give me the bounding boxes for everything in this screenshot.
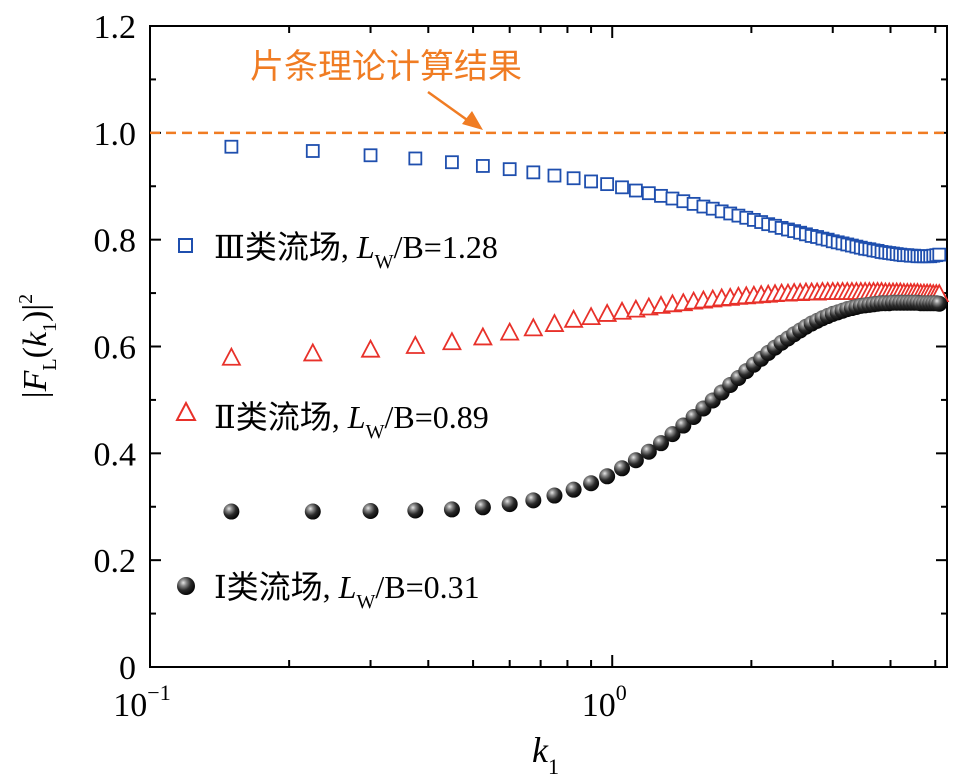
data-marks: [221, 139, 950, 520]
legend-var: L: [338, 569, 357, 605]
y-tick-label: 0.8: [94, 223, 137, 260]
legend-entry-type1: Ⅰ类流场, LW/B=0.31: [177, 569, 480, 613]
legend: Ⅲ类流场, LW/B=1.28 Ⅱ类流场, LW/B=0.89 Ⅰ类流场, LW…: [175, 229, 498, 613]
data-point-sphere: [664, 426, 681, 443]
svg-text:|FL(k1)|2: |FL(k1)|2: [15, 294, 61, 398]
data-point-triangle: [625, 298, 646, 318]
x-axis-sub: 1: [548, 754, 559, 779]
legend-prefix: Ⅰ类流场,: [214, 569, 339, 605]
data-point-sphere: [304, 503, 321, 520]
data-point-square: [363, 148, 378, 163]
data-point-square: [445, 155, 459, 170]
data-point-square: [502, 162, 517, 177]
x-axis-label: k1: [532, 730, 559, 779]
data-point-triangle: [523, 317, 544, 337]
legend-sub: W: [375, 251, 394, 273]
data-point-sphere: [223, 503, 240, 520]
legend-rest: /B=0.89: [384, 399, 488, 435]
legend-label-type1: Ⅰ类流场, LW/B=0.31: [214, 569, 480, 613]
data-point-square: [224, 139, 239, 154]
y-tick-label: 1.0: [94, 116, 137, 153]
data-point-triangle: [499, 321, 520, 341]
legend-label-type3: Ⅲ类流场, LW/B=1.28: [214, 229, 498, 273]
legend-sub: W: [356, 591, 375, 613]
series-sphere: [223, 294, 948, 520]
series-triangle: [221, 281, 950, 366]
data-point-square: [641, 186, 656, 201]
legend-entry-type2: Ⅱ类流场, LW/B=0.89: [175, 399, 489, 443]
legend-marker-triangle: [175, 400, 197, 421]
data-point-sphere: [565, 481, 582, 498]
data-point-square: [584, 174, 598, 189]
reference-arrowhead: [462, 111, 483, 130]
data-point-sphere: [474, 499, 491, 516]
reference-line-group: 片条理论计算结果: [150, 47, 947, 135]
data-point-sphere: [640, 443, 657, 460]
data-point-square: [600, 177, 615, 192]
x-tick-labels: 10−1 100: [113, 680, 626, 724]
data-point-square: [654, 188, 668, 203]
data-point-triangle: [441, 331, 462, 351]
data-point-square: [547, 168, 562, 183]
data-point-sphere: [931, 295, 948, 312]
y-axis-label: |FL(k1)|2: [15, 294, 61, 398]
data-point-triangle: [597, 302, 618, 322]
data-point-sphere: [583, 475, 600, 492]
data-point-sphere: [443, 501, 460, 518]
data-point-square: [932, 247, 947, 262]
data-point-square: [526, 165, 541, 180]
y-tick-labels: 0 0.2 0.4 0.6 0.8 1.0 1.2: [94, 9, 137, 687]
data-point-triangle: [221, 346, 242, 366]
series-square: [224, 139, 947, 264]
reference-arrow: [427, 90, 471, 124]
x-axis-var: k: [532, 730, 549, 770]
legend-marker-sphere: [177, 577, 195, 595]
y-tick-label: 0.6: [94, 330, 137, 367]
data-point-square: [305, 144, 320, 158]
data-point-square: [408, 151, 423, 166]
data-point-triangle: [472, 326, 493, 346]
data-point-triangle: [302, 342, 323, 362]
data-point-square: [615, 180, 629, 195]
data-point-sphere: [627, 452, 644, 469]
data-point-sphere: [652, 435, 669, 452]
y-tick-label: 0: [119, 650, 136, 687]
legend-rest: /B=0.31: [375, 569, 479, 605]
data-point-sphere: [599, 468, 616, 485]
data-point-triangle: [544, 313, 565, 332]
data-point-square: [475, 159, 490, 173]
data-point-triangle: [405, 335, 426, 354]
data-point-sphere: [546, 487, 563, 504]
legend-prefix: Ⅲ类流场,: [214, 229, 357, 265]
legend-entry-type3: Ⅲ类流场, LW/B=1.28: [178, 229, 498, 273]
data-point-triangle: [581, 306, 602, 326]
data-point-square: [628, 183, 643, 198]
legend-var: L: [347, 399, 366, 435]
reference-line-label: 片条理论计算结果: [250, 47, 522, 87]
data-point-triangle: [563, 308, 584, 328]
data-point-sphere: [525, 492, 542, 509]
x-tick-label: 100: [582, 680, 627, 724]
data-point-sphere: [614, 460, 631, 477]
data-point-triangle: [360, 338, 381, 358]
legend-label-type2: Ⅱ类流场, LW/B=0.89: [214, 399, 489, 443]
data-point-triangle: [612, 300, 633, 320]
x-tick-label: 10−1: [113, 680, 170, 724]
y-tick-label: 1.2: [94, 9, 137, 46]
legend-marker-square: [178, 238, 193, 253]
y-tick-label: 0.4: [94, 436, 137, 473]
data-point-sphere: [407, 502, 424, 519]
legend-var: L: [356, 229, 375, 265]
legend-sub: W: [366, 421, 385, 443]
legend-rest: /B=1.28: [394, 229, 498, 265]
y-tick-label: 0.2: [94, 543, 137, 580]
legend-prefix: Ⅱ类流场,: [214, 399, 348, 435]
data-point-sphere: [501, 496, 518, 513]
data-point-sphere: [362, 503, 379, 520]
data-point-square: [566, 171, 581, 186]
